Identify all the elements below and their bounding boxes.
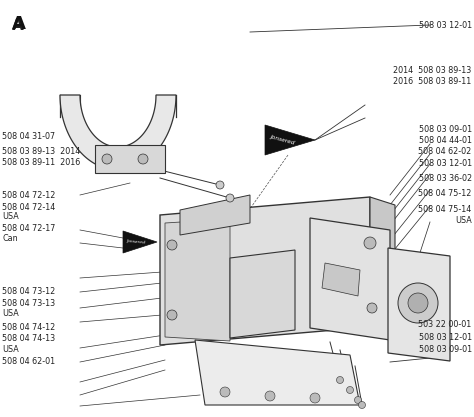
Text: Jonsered: Jonsered xyxy=(270,134,296,146)
Circle shape xyxy=(337,377,344,384)
Polygon shape xyxy=(322,263,360,296)
Polygon shape xyxy=(265,125,315,155)
Polygon shape xyxy=(370,197,395,335)
Polygon shape xyxy=(180,195,250,235)
Text: 508 04 72-14: 508 04 72-14 xyxy=(2,203,55,212)
Text: 508 03 89-11  2016: 508 03 89-11 2016 xyxy=(2,158,81,167)
Text: A: A xyxy=(12,18,24,33)
Circle shape xyxy=(408,293,428,313)
Text: USA: USA xyxy=(2,344,19,354)
Text: Can: Can xyxy=(2,234,18,243)
Circle shape xyxy=(167,240,177,250)
Circle shape xyxy=(138,154,148,164)
Text: 508 03 12-01: 508 03 12-01 xyxy=(419,158,472,168)
Polygon shape xyxy=(195,340,360,405)
Text: Jonsered: Jonsered xyxy=(127,239,146,245)
Text: 508 04 72-12: 508 04 72-12 xyxy=(2,191,56,201)
Text: 508 04 62-02: 508 04 62-02 xyxy=(419,147,472,156)
Circle shape xyxy=(367,303,377,313)
Polygon shape xyxy=(160,197,370,345)
Circle shape xyxy=(216,181,224,189)
Polygon shape xyxy=(388,248,450,361)
Text: 503 22 00-01: 503 22 00-01 xyxy=(419,320,472,329)
Polygon shape xyxy=(165,219,230,341)
Text: 508 04 31-07: 508 04 31-07 xyxy=(2,132,55,141)
Circle shape xyxy=(167,310,177,320)
Circle shape xyxy=(102,154,112,164)
Circle shape xyxy=(358,402,365,409)
FancyBboxPatch shape xyxy=(95,145,165,173)
Text: 508 04 75-14: 508 04 75-14 xyxy=(419,205,472,214)
Circle shape xyxy=(220,387,230,397)
Circle shape xyxy=(398,283,438,323)
Polygon shape xyxy=(123,231,157,253)
Text: 508 04 72-17: 508 04 72-17 xyxy=(2,224,56,233)
Text: 508 04 73-12: 508 04 73-12 xyxy=(2,287,55,296)
Text: 508 03 12-01: 508 03 12-01 xyxy=(419,333,472,342)
Text: USA: USA xyxy=(2,309,19,318)
Text: A: A xyxy=(12,15,26,33)
Polygon shape xyxy=(310,218,390,340)
Text: 508 03 89-13  2014: 508 03 89-13 2014 xyxy=(2,147,81,156)
Text: 508 03 09-01: 508 03 09-01 xyxy=(419,125,472,134)
Circle shape xyxy=(226,194,234,202)
Text: 508 03 09-01: 508 03 09-01 xyxy=(419,345,472,354)
Text: 508 04 74-12: 508 04 74-12 xyxy=(2,323,55,332)
Circle shape xyxy=(364,237,376,249)
Text: USA: USA xyxy=(455,216,472,225)
Text: 508 04 62-01: 508 04 62-01 xyxy=(2,357,55,367)
Text: USA: USA xyxy=(2,212,19,221)
Circle shape xyxy=(310,393,320,403)
Text: 2014  508 03 89-13: 2014 508 03 89-13 xyxy=(393,66,472,75)
Circle shape xyxy=(265,391,275,401)
Polygon shape xyxy=(230,250,295,338)
Circle shape xyxy=(346,387,354,394)
Text: 508 04 74-13: 508 04 74-13 xyxy=(2,334,55,343)
Polygon shape xyxy=(60,95,176,170)
Text: 2016  508 03 89-11: 2016 508 03 89-11 xyxy=(393,77,472,86)
Text: 508 04 75-12: 508 04 75-12 xyxy=(418,189,472,198)
Circle shape xyxy=(355,397,362,404)
Text: 508 04 44-01: 508 04 44-01 xyxy=(419,136,472,145)
Text: 508 03 36-02: 508 03 36-02 xyxy=(419,174,472,183)
Text: 508 04 73-13: 508 04 73-13 xyxy=(2,299,55,308)
Text: 508 03 12-01: 508 03 12-01 xyxy=(419,20,472,30)
